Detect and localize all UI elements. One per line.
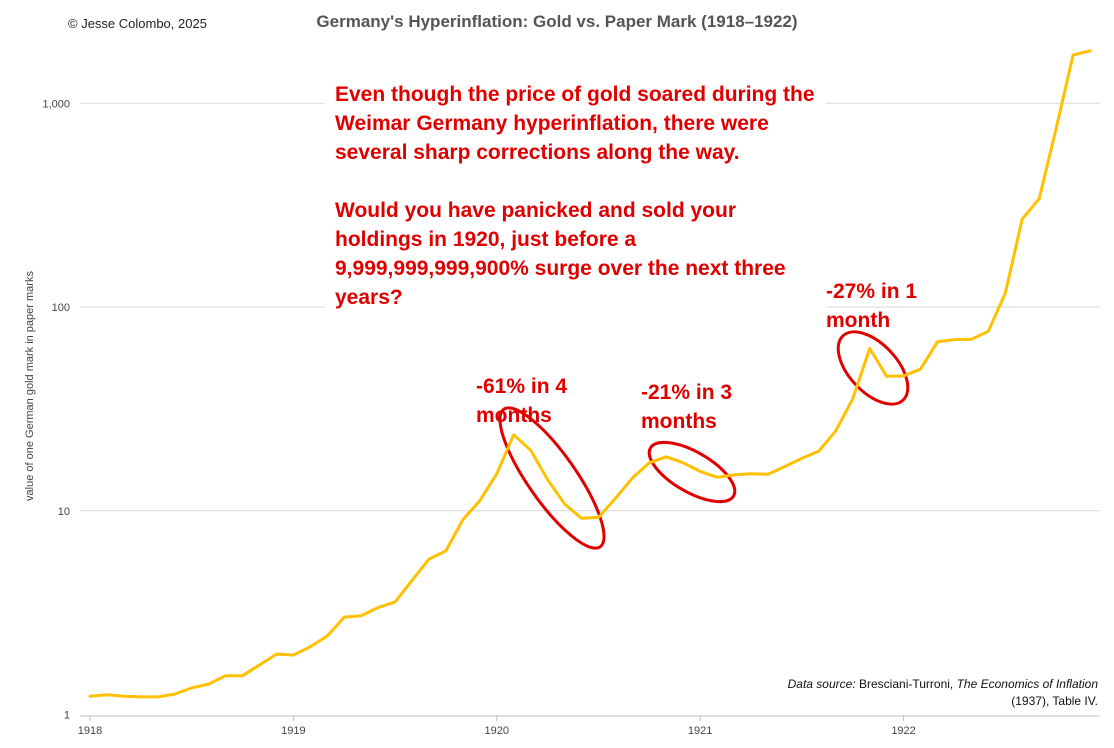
callout-paragraph-2: Would you have panicked and sold your ho… [335, 199, 786, 309]
annotation-line-2: month [826, 309, 891, 332]
x-tick-label-1921: 1921 [688, 725, 712, 737]
annotation-line-2: months [476, 404, 552, 427]
correction-ellipses [498, 330, 910, 550]
annotation-line-1: -21% in 3 [641, 381, 733, 404]
x-tick-label-1918: 1918 [78, 725, 102, 737]
y-tick-label-1: 1 [64, 710, 70, 722]
source-label: Data source: [787, 677, 856, 691]
y-axis-label: value of one German gold mark in paper m… [24, 271, 36, 501]
y-tick-label-1,000: 1,000 [42, 98, 70, 110]
callout-box: Even though the price of gold soared dur… [325, 76, 826, 316]
annotation-line-1: -61% in 4 [476, 375, 568, 398]
annotation-61-percent: -61% in 4 months [476, 372, 567, 430]
tick-labels: 1 10 100 1,000 1918 1919 1920 1921 1922 [42, 98, 915, 737]
x-tick-label-1919: 1919 [281, 725, 305, 737]
ellipse-correction-1921 [647, 440, 737, 504]
x-tick-label-1922: 1922 [891, 725, 915, 737]
y-tick-label-100: 100 [52, 302, 70, 314]
annotation-27-percent: -27% in 1 month [826, 277, 917, 335]
series-layer [88, 49, 1092, 699]
source-author: Bresciani-Turroni, [855, 677, 957, 691]
annotation-line-1: -27% in 1 [826, 280, 918, 303]
ellipse-correction-1920 [498, 406, 606, 550]
annotation-line-2: months [641, 410, 717, 433]
source-book-title: The Economics of Inflation [956, 677, 1098, 691]
callout-paragraph-1: Even though the price of gold soared dur… [335, 83, 815, 164]
axes [80, 715, 1100, 721]
copyright-notice: © Jesse Colombo, 2025 [68, 16, 207, 31]
annotation-21-percent: -21% in 3 months [641, 378, 732, 436]
chart-title: Germany's Hyperinflation: Gold vs. Paper… [316, 12, 798, 31]
y-tick-label-10: 10 [58, 506, 70, 518]
series-line-gold-mark [88, 49, 1092, 699]
data-source-note: Data source: Bresciani-Turroni, The Econ… [788, 676, 1098, 710]
source-details: (1937), Table IV. [1011, 694, 1098, 708]
ellipse-correction-1922 [836, 330, 910, 406]
x-tick-label-1920: 1920 [485, 725, 509, 737]
